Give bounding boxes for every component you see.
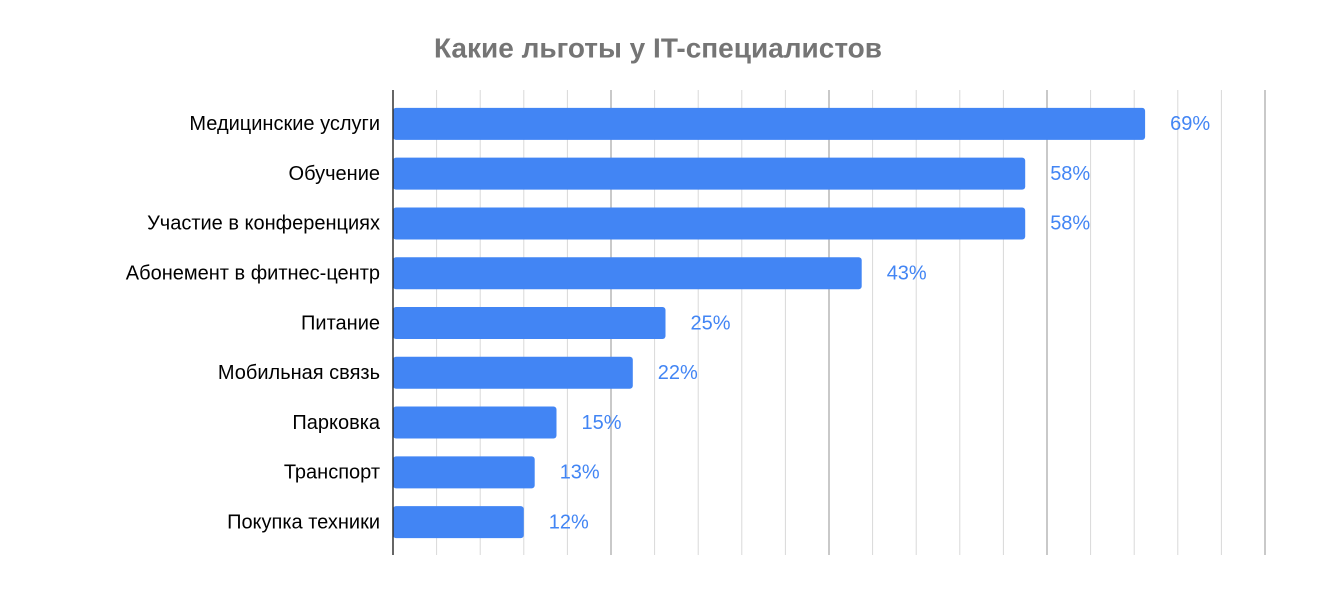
data-label: 69% bbox=[1170, 113, 1210, 135]
y-tick-label: Абонемент в фитнес-центр bbox=[126, 263, 380, 285]
bar bbox=[393, 456, 535, 489]
data-label: 22% bbox=[658, 362, 698, 384]
data-label: 43% bbox=[887, 263, 927, 285]
data-label: 25% bbox=[691, 312, 731, 334]
bar bbox=[393, 157, 1026, 190]
y-tick-label: Участие в конференциях bbox=[147, 213, 380, 235]
y-tick-label: Обучение bbox=[289, 163, 380, 185]
bar bbox=[393, 107, 1146, 140]
data-label: 58% bbox=[1050, 213, 1090, 235]
bar bbox=[393, 506, 524, 539]
y-tick-label: Мобильная связь bbox=[218, 362, 380, 384]
y-tick-label: Медицинские услуги bbox=[189, 113, 380, 135]
bar bbox=[393, 307, 666, 339]
chart-title: Какие льготы у IT-специалистов bbox=[434, 32, 882, 63]
bar bbox=[393, 207, 1026, 240]
data-label: 58% bbox=[1050, 163, 1090, 185]
bar bbox=[393, 356, 633, 389]
y-tick-label: Транспорт bbox=[284, 462, 380, 484]
bar bbox=[393, 406, 557, 439]
bar bbox=[393, 257, 862, 290]
y-tick-label: Парковка bbox=[292, 412, 381, 434]
data-label: 15% bbox=[582, 412, 622, 434]
data-label: 13% bbox=[560, 462, 600, 484]
y-tick-label: Питание bbox=[301, 312, 380, 334]
y-tick-label: Покупка техники bbox=[227, 511, 380, 533]
data-label: 12% bbox=[549, 511, 589, 533]
